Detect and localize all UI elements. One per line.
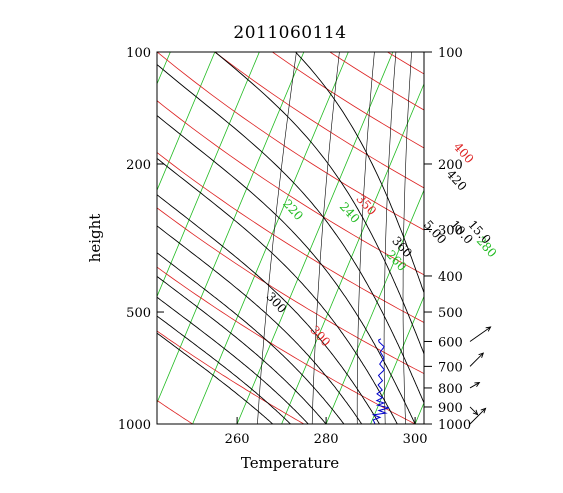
mixing-ratio-line bbox=[402, 52, 412, 424]
y-tick-label: 500 bbox=[126, 306, 151, 321]
wind-barb-shaft bbox=[469, 408, 486, 425]
moist-adiabat-line bbox=[157, 225, 363, 424]
moist-adiabat-line bbox=[214, 52, 424, 356]
right-tick-label: 500 bbox=[438, 306, 463, 321]
moist-adiabat-line bbox=[157, 275, 327, 424]
isotherm-label: 220 bbox=[280, 197, 306, 223]
x-axis-label: Temperature bbox=[241, 454, 339, 472]
wind-barb-shaft bbox=[469, 382, 480, 389]
isotherm-line bbox=[0, 52, 37, 424]
moist-adiabat-line bbox=[295, 52, 424, 295]
chart-title: 2011060114 bbox=[233, 23, 346, 43]
x-tick-label: 300 bbox=[403, 432, 428, 447]
moist-adiabat-line bbox=[157, 296, 309, 424]
wind-barb-shaft bbox=[469, 352, 484, 367]
moist-adiabat-line bbox=[157, 315, 291, 424]
y-tick-label: 100 bbox=[126, 46, 151, 61]
isotherm-line bbox=[157, 52, 305, 404]
dry-adiabat-line bbox=[503, 52, 563, 424]
moist-adiabat-line bbox=[157, 252, 345, 424]
x-tick-label: 260 bbox=[225, 432, 250, 447]
dry-adiabat-line bbox=[157, 52, 424, 231]
mixing-ratio-line bbox=[311, 52, 340, 424]
moist-adiabat-line bbox=[157, 114, 416, 424]
wind-barb-head bbox=[485, 326, 492, 332]
right-tick-label: 400 bbox=[438, 270, 463, 285]
right-tick-label: 300 bbox=[438, 223, 463, 238]
isotherm-line bbox=[157, 52, 260, 298]
x-tick-label: 280 bbox=[314, 432, 339, 447]
moist-adiabat-line bbox=[157, 194, 380, 424]
mixing-ratio-line bbox=[356, 52, 375, 424]
isotherm-line bbox=[504, 52, 563, 424]
isotherm-line bbox=[370, 295, 424, 424]
dry-adiabat-label: 300 bbox=[307, 323, 333, 349]
wind-barb-head bbox=[472, 409, 479, 416]
right-tick-label: 100 bbox=[438, 46, 463, 61]
isotherm-line bbox=[281, 82, 424, 424]
dry-adiabat-line bbox=[157, 266, 416, 424]
moist-adiabat-line bbox=[157, 63, 424, 405]
y-tick-label: 1000 bbox=[118, 418, 151, 433]
isotherm-line bbox=[157, 52, 216, 192]
dry-adiabat-line bbox=[157, 207, 424, 375]
isotherm-line bbox=[0, 52, 126, 424]
dry-adiabat-line bbox=[157, 100, 424, 276]
wind-barb-shaft bbox=[469, 326, 491, 342]
wind-barb-shaft bbox=[469, 406, 478, 415]
isoline-labels: 220 2402602803003504003003604205.0010.015… bbox=[264, 140, 500, 349]
wind-barbs bbox=[469, 326, 492, 425]
y-tick-label: 200 bbox=[126, 158, 151, 173]
moist-adiabat-label: 300 bbox=[264, 290, 290, 316]
wind-barb-head bbox=[480, 407, 487, 414]
right-tick-label: 900 bbox=[438, 401, 463, 416]
dry-adiabat-line bbox=[157, 330, 305, 424]
mixing-ratio-line bbox=[257, 52, 297, 424]
right-tick-label: 700 bbox=[438, 360, 463, 375]
grid-lines bbox=[0, 52, 563, 424]
moist-adiabat-line bbox=[157, 332, 273, 424]
right-tick-label: 800 bbox=[438, 382, 463, 397]
dry-adiabat-line bbox=[157, 152, 424, 323]
isotherm-line bbox=[0, 52, 81, 424]
axes: 260 280 300 1000 500 200 100 100 200 300 400 500 600… bbox=[118, 46, 471, 447]
y-axis-label: height bbox=[86, 214, 104, 263]
dry-adiabat-line bbox=[272, 52, 424, 149]
wind-barb-head bbox=[474, 381, 481, 387]
right-tick-label: 600 bbox=[438, 335, 463, 350]
right-tick-label: 1000 bbox=[438, 418, 471, 433]
temperature-profile bbox=[371, 338, 390, 424]
mixing-ratio-line bbox=[383, 52, 397, 424]
profile-layer bbox=[371, 338, 390, 424]
wind-barb-head bbox=[478, 352, 485, 358]
isotherm-line bbox=[192, 52, 349, 424]
right-tick-label: 200 bbox=[438, 158, 463, 173]
dry-adiabat-line bbox=[214, 52, 424, 189]
